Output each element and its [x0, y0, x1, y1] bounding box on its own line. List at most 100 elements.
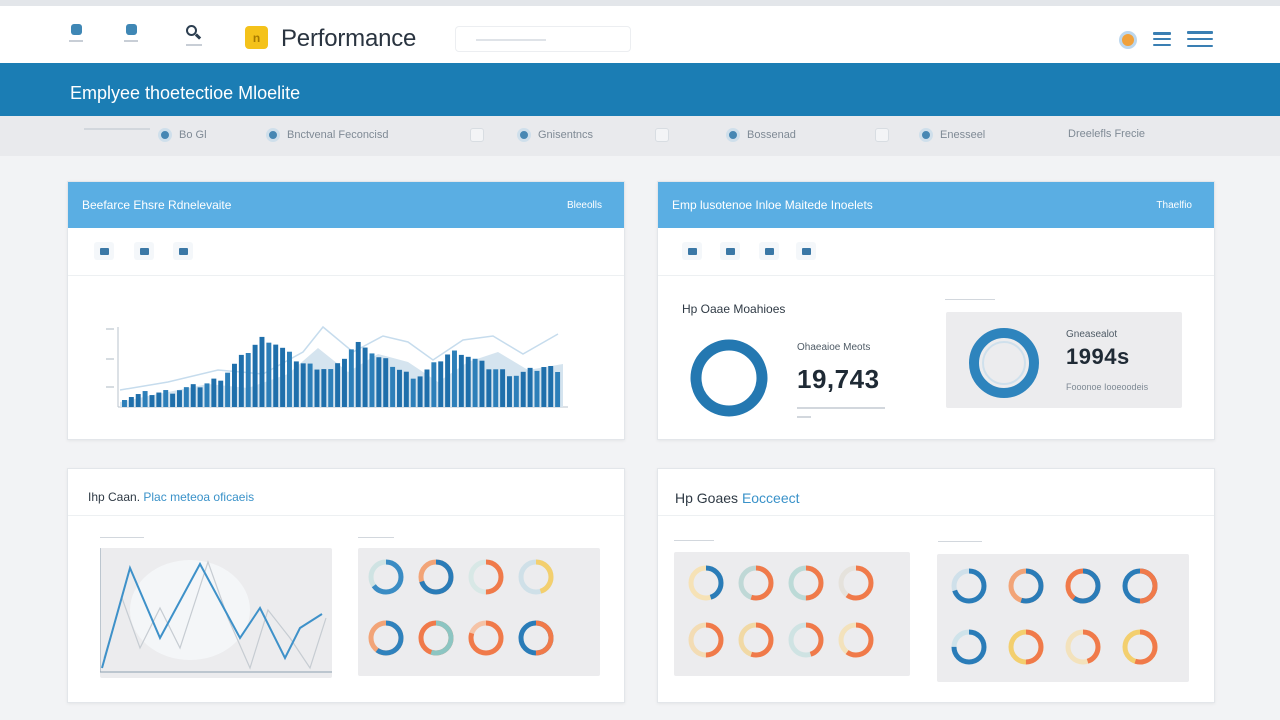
card-title: Hp Goaes Eocceect [675, 490, 800, 506]
filter-dot-icon [919, 128, 933, 142]
donut-grid-panel [937, 554, 1189, 682]
trend-bar [190, 384, 196, 407]
table-icon[interactable] [720, 242, 740, 260]
stat-value: 19,743 [797, 364, 880, 394]
search-field[interactable] [455, 26, 631, 52]
trend-bar [493, 369, 499, 407]
list-icon[interactable] [1153, 32, 1171, 46]
filter-item[interactable]: Gnisentncs [517, 128, 593, 142]
trend-bar [548, 366, 554, 407]
trend-bar [403, 371, 409, 407]
filter-item[interactable] [875, 128, 889, 142]
filter-bar: Bo Gl Bnctvenal Feconcisd Gnisentncs Bos… [0, 116, 1280, 156]
checkbox[interactable] [875, 128, 889, 142]
trend-bar [149, 395, 155, 407]
trend-bar [204, 383, 210, 407]
filter-dot-icon [726, 128, 740, 142]
filter-item[interactable]: Enesseel [919, 128, 985, 142]
chart-type-icon[interactable] [94, 242, 114, 260]
trend-bar [300, 363, 306, 407]
review-line-chart [99, 548, 332, 673]
stat-underline [797, 407, 885, 409]
menu-icon[interactable] [1187, 31, 1213, 47]
calendar-icon[interactable] [134, 242, 154, 260]
trend-bar [465, 356, 471, 407]
filter-item[interactable]: Bnctvenal Feconcisd [266, 128, 389, 142]
panel-caption [358, 537, 394, 538]
goals-donuts-left [688, 565, 874, 658]
checkbox[interactable] [655, 128, 669, 142]
app-icon[interactable] [67, 24, 85, 48]
panel-caption [945, 299, 995, 300]
trend-bar [280, 347, 286, 407]
goals-card: Hp Goaes Eocceect [657, 468, 1215, 703]
trend-bar [156, 392, 162, 407]
search-icon[interactable] [184, 24, 206, 48]
mini-donut [468, 559, 504, 595]
trend-bar [486, 369, 492, 407]
trend-chart [106, 325, 568, 408]
page-banner: Emplyee thoetectioe Mloelite [0, 63, 1280, 116]
goals-donuts-right [951, 568, 1158, 665]
panel-donut [969, 328, 1039, 398]
panel-caption [674, 540, 714, 541]
mini-donut [788, 565, 824, 601]
trend-bar [273, 344, 279, 407]
overview-donut [690, 339, 768, 417]
stat-label: Ohaeaioe Meots [797, 342, 871, 353]
mini-donut [688, 622, 724, 658]
trend-bar [225, 372, 231, 407]
play-icon[interactable] [759, 242, 779, 260]
card-header: Beefarce Ehsre Rdnelevaite Bleeolls [68, 182, 624, 228]
panel-caption [938, 541, 982, 542]
trend-bar [369, 353, 375, 407]
trend-card: Beefarce Ehsre Rdnelevaite Bleeolls [67, 181, 625, 440]
trend-bar [287, 351, 292, 407]
mini-donut [468, 620, 504, 656]
trend-bar [472, 358, 478, 407]
filter-item[interactable]: Bossenad [726, 128, 796, 142]
trend-bar [328, 369, 334, 407]
filter-dot-icon [158, 128, 172, 142]
filter-item[interactable] [470, 128, 484, 142]
divider [68, 515, 624, 516]
trend-bar [534, 370, 540, 407]
trend-bar [348, 349, 354, 407]
mini-donut [1122, 629, 1158, 665]
export-icon[interactable] [796, 242, 816, 260]
card-title: Beefarce Ehsre Rdnelevaite [82, 198, 232, 212]
trend-bar [245, 353, 251, 407]
filter-item[interactable] [84, 128, 150, 130]
grid-icon[interactable] [122, 24, 140, 48]
stat-sublabel: Fooonoe Iooeoodeis [1066, 382, 1149, 392]
mini-donut [688, 565, 724, 601]
mini-donut [418, 559, 454, 595]
review-card: Ihp Caan. Plac meteoa oficaeis [67, 468, 625, 703]
trend-bar [342, 358, 347, 407]
trend-bar [376, 357, 382, 407]
filter-item[interactable] [655, 128, 669, 142]
trend-bar [314, 369, 320, 407]
trend-bar [452, 350, 457, 407]
panel-caption [100, 537, 144, 538]
card-action[interactable]: Bleeolls [566, 199, 602, 211]
stat-underline [797, 416, 811, 418]
overview-card: Emp lusotenoe Inloe Maitede Inoelets Tha… [657, 181, 1215, 440]
checkbox[interactable] [470, 128, 484, 142]
mini-donut [418, 620, 454, 656]
filter-item[interactable]: Bo Gl [158, 128, 207, 142]
chart-type-icon[interactable] [682, 242, 702, 260]
stat-label: Gneasealot [1066, 329, 1118, 340]
mini-donut [838, 622, 874, 658]
trend-bar [513, 375, 519, 407]
trend-bar [266, 342, 272, 407]
card-action[interactable]: Thaelfio [1156, 199, 1192, 211]
filter-icon[interactable] [173, 242, 193, 260]
mini-donut [788, 622, 824, 658]
card-title: Ihp Caan. Plac meteoa oficaeis [88, 490, 255, 504]
stat-value: 1994s [1066, 344, 1130, 369]
mini-donut [838, 565, 874, 601]
avatar[interactable] [1119, 31, 1137, 49]
filter-item[interactable]: Dreelefls Frecie [1068, 128, 1146, 140]
trend-bar [431, 362, 437, 407]
